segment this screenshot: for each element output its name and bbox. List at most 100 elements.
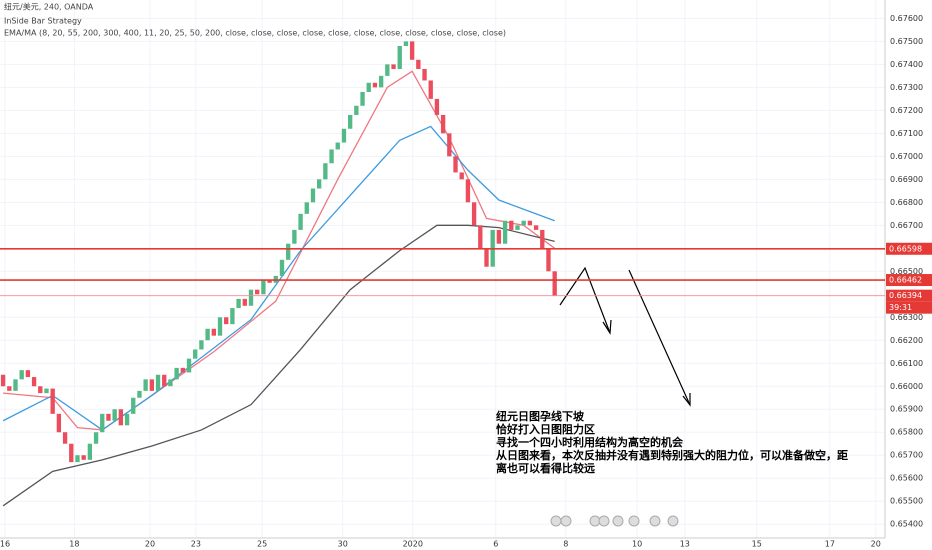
candle-body bbox=[31, 377, 37, 387]
candle-body bbox=[540, 229, 545, 249]
candle-body bbox=[304, 202, 309, 214]
candle-body bbox=[211, 328, 216, 336]
candle-body bbox=[199, 340, 204, 350]
y-tick-label: 0.67500 bbox=[890, 37, 923, 46]
candle-body bbox=[341, 128, 347, 143]
x-tick-label: 20 bbox=[871, 540, 881, 549]
price-label: 0.66462 bbox=[889, 276, 922, 285]
x-tick-label: 8 bbox=[563, 540, 568, 549]
candle-body bbox=[81, 455, 86, 460]
strategy-label: InSide Bar Strategy bbox=[4, 17, 82, 26]
candle-body bbox=[162, 374, 167, 387]
price-label-box bbox=[886, 289, 932, 302]
candle-body bbox=[193, 349, 198, 359]
candle-body bbox=[546, 248, 551, 272]
y-tick-label: 0.65400 bbox=[890, 520, 923, 529]
candle-body bbox=[56, 413, 62, 433]
candle-body bbox=[286, 243, 291, 260]
x-tick-label: 10 bbox=[632, 540, 642, 549]
candle-body bbox=[13, 379, 18, 391]
y-tick-label: 0.65500 bbox=[890, 497, 923, 506]
candle-body bbox=[186, 358, 192, 373]
candle-body bbox=[310, 188, 316, 203]
ema-line bbox=[2, 125, 555, 431]
x-tick-label: 15 bbox=[752, 540, 762, 549]
candle-body bbox=[7, 386, 12, 391]
y-tick-label: 0.66500 bbox=[890, 267, 923, 276]
candle-body bbox=[62, 432, 68, 444]
candle-body bbox=[428, 80, 433, 99]
y-tick-label: 0.65600 bbox=[890, 474, 923, 483]
candle-body bbox=[168, 379, 173, 387]
y-tick-label: 0.65700 bbox=[890, 451, 923, 460]
candle-body bbox=[143, 379, 148, 391]
annotation-line: 从日图来看，本次反抽并没有遇到特别强大的阻力位，可以准备做空，距 bbox=[496, 448, 848, 462]
candle-body bbox=[459, 172, 464, 180]
candle-body bbox=[180, 367, 185, 373]
candle-body bbox=[217, 317, 223, 336]
ema-line bbox=[3, 70, 556, 431]
indicator-label: EMA/MA (8, 20, 55, 200, 300, 400, 11, 20… bbox=[4, 29, 506, 38]
candle-body bbox=[329, 149, 334, 164]
candle-body bbox=[391, 64, 396, 69]
x-tick-label: 18 bbox=[69, 540, 79, 549]
candle-body bbox=[515, 225, 520, 230]
candle-body bbox=[323, 163, 328, 180]
x-tick-label: 16 bbox=[0, 540, 10, 549]
y-tick-label: 0.66800 bbox=[890, 198, 923, 207]
candle-body bbox=[205, 328, 210, 341]
candle-body bbox=[44, 388, 49, 394]
candle-body bbox=[0, 374, 6, 387]
x-tick-label: 25 bbox=[257, 540, 267, 549]
candle-body bbox=[75, 455, 80, 463]
candle-body bbox=[131, 397, 136, 414]
arrows bbox=[559, 266, 691, 407]
x-tick-label: 17 bbox=[825, 540, 835, 549]
x-tick-label: 2020 bbox=[403, 540, 423, 549]
price-label-box bbox=[886, 242, 932, 255]
y-tick-label: 0.65800 bbox=[890, 428, 923, 437]
candle-body bbox=[261, 280, 266, 295]
candle-body bbox=[403, 41, 409, 46]
y-tick-label: 0.66700 bbox=[890, 221, 923, 230]
candle-body bbox=[440, 114, 446, 134]
candle-body bbox=[416, 59, 421, 69]
x-tick-label: 30 bbox=[338, 540, 348, 549]
candle-body bbox=[19, 370, 24, 380]
candle-body bbox=[236, 298, 241, 309]
y-tick-label: 0.66300 bbox=[890, 313, 923, 322]
annotation-line: 寻找一个四小时利用结构为高空的机会 bbox=[496, 435, 684, 449]
candle-body bbox=[255, 289, 260, 295]
ema-line bbox=[2, 224, 555, 507]
candle-body bbox=[93, 432, 99, 444]
candle-body bbox=[397, 45, 402, 69]
candle-body bbox=[496, 229, 502, 244]
y-tick-label: 0.66000 bbox=[890, 382, 923, 391]
x-tick-label: 23 bbox=[191, 540, 201, 549]
candle-body bbox=[447, 133, 452, 157]
candle-body bbox=[149, 379, 155, 391]
candle-body bbox=[292, 229, 297, 244]
candle-body bbox=[112, 409, 117, 421]
candle-body bbox=[267, 280, 272, 283]
candle-body bbox=[174, 367, 179, 380]
candle-body bbox=[155, 374, 161, 391]
price-label: 0.66598 bbox=[889, 244, 922, 253]
candle-body bbox=[224, 317, 229, 325]
y-tick-label: 0.66100 bbox=[890, 359, 923, 368]
candle-body bbox=[366, 82, 371, 92]
candle-body bbox=[106, 413, 111, 421]
candle-body bbox=[317, 179, 322, 189]
y-tick-label: 0.65900 bbox=[890, 405, 923, 414]
candle-body bbox=[69, 443, 74, 463]
candle-body bbox=[521, 220, 526, 226]
annotation-line: 纽元日图孕线下坡 bbox=[496, 409, 585, 423]
candle-body bbox=[298, 213, 303, 230]
y-tick-label: 0.67300 bbox=[890, 83, 923, 92]
candle-body bbox=[335, 142, 340, 150]
countdown: 39:31 bbox=[889, 303, 912, 312]
candle-body bbox=[434, 98, 440, 115]
x-tick-label: 20 bbox=[145, 540, 155, 549]
candle-body bbox=[527, 220, 533, 226]
